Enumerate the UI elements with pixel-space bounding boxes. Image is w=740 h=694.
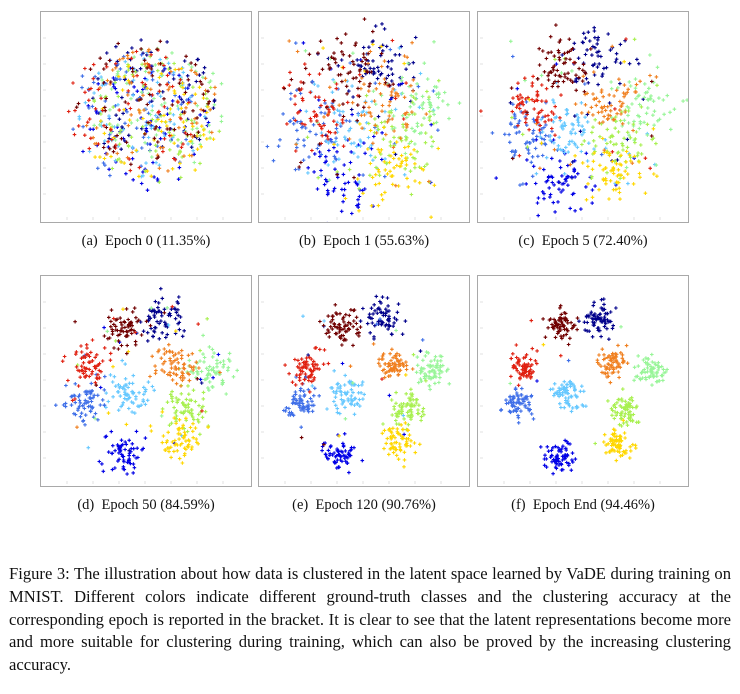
caption-line-1: The illustration about how data is clust…	[73, 564, 654, 583]
scatter-plot-d	[43, 286, 239, 484]
scatter-plot-c	[479, 23, 688, 220]
subcaption-a: (a) Epoch 0 (11.35%)	[81, 233, 211, 249]
subcaption-c: (c) Epoch 5 (72.40%)	[518, 233, 648, 249]
scatter-plot-a	[43, 37, 224, 220]
subcaption-e: (e) Epoch 120 (90.76%)	[292, 497, 436, 513]
scatter-plot-e	[261, 294, 452, 484]
subcaption-d: (d) Epoch 50 (84.59%)	[77, 497, 215, 513]
caption-line-2: training on MNIST. Different colors indi…	[9, 564, 731, 606]
scatter-plot-f	[480, 297, 669, 484]
scatter-panel-c	[477, 11, 689, 223]
scatter-panel-b	[258, 11, 470, 223]
figure-number: Figure 3:	[9, 564, 70, 583]
scatter-panel-a	[40, 11, 252, 223]
scatter-panel-f	[477, 275, 689, 487]
caption-line-3: accuracy at the corresponding epoch is r…	[9, 586, 731, 629]
caption-line-5: proved by the increasing clustering accu…	[9, 632, 731, 675]
subcaption-f: (f) Epoch End (94.46%)	[511, 497, 655, 513]
scatter-panel-e	[258, 275, 470, 487]
scatter-plot-b	[261, 17, 462, 222]
caption-line-4: representations become more and more sui…	[9, 609, 731, 652]
scatter-panel-d	[40, 275, 252, 487]
figure-caption: Figure 3: The illustration about how dat…	[9, 563, 731, 677]
subcaption-b: (b) Epoch 1 (55.63%)	[298, 233, 430, 249]
